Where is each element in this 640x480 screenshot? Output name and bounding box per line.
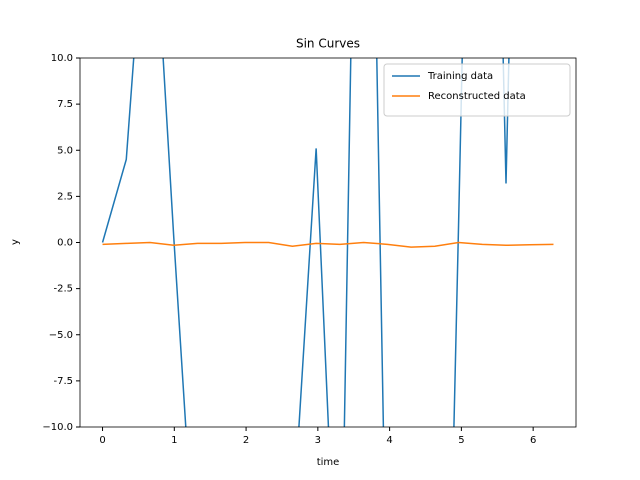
y-axis-label: y [10,239,21,245]
plot-area [101,58,554,427]
y-tick-label: 2.5 [57,191,73,202]
y-tick-label: -7.5 [53,376,73,387]
y-tick-label: −5.0 [49,330,73,341]
x-tick-label: 2 [243,435,249,446]
x-tick-label: 5 [458,435,464,446]
x-tick-label: 0 [99,435,105,446]
x-axis-label: time [317,457,340,468]
x-tick-label: 4 [386,435,392,446]
x-tick-label: 1 [171,435,177,446]
chart-title: Sin Curves [296,37,360,51]
axes-frame [79,57,577,428]
legend-label: Training data [427,71,493,82]
x-tick-label: 6 [530,435,536,446]
legend-box [383,63,571,117]
y-tick-label: 0.0 [57,238,73,249]
x-tick-label: 3 [315,435,321,446]
legend-label: Reconstructed data [428,91,526,102]
y-tick-label: 10.0 [51,53,73,64]
line-series [101,58,510,427]
y-tick-label: -2.5 [53,284,73,295]
y-tick-label: −10.0 [42,422,73,433]
line-series [102,241,554,248]
y-tick-label: 7.5 [57,99,73,110]
y-tick-label: 5.0 [57,145,73,156]
